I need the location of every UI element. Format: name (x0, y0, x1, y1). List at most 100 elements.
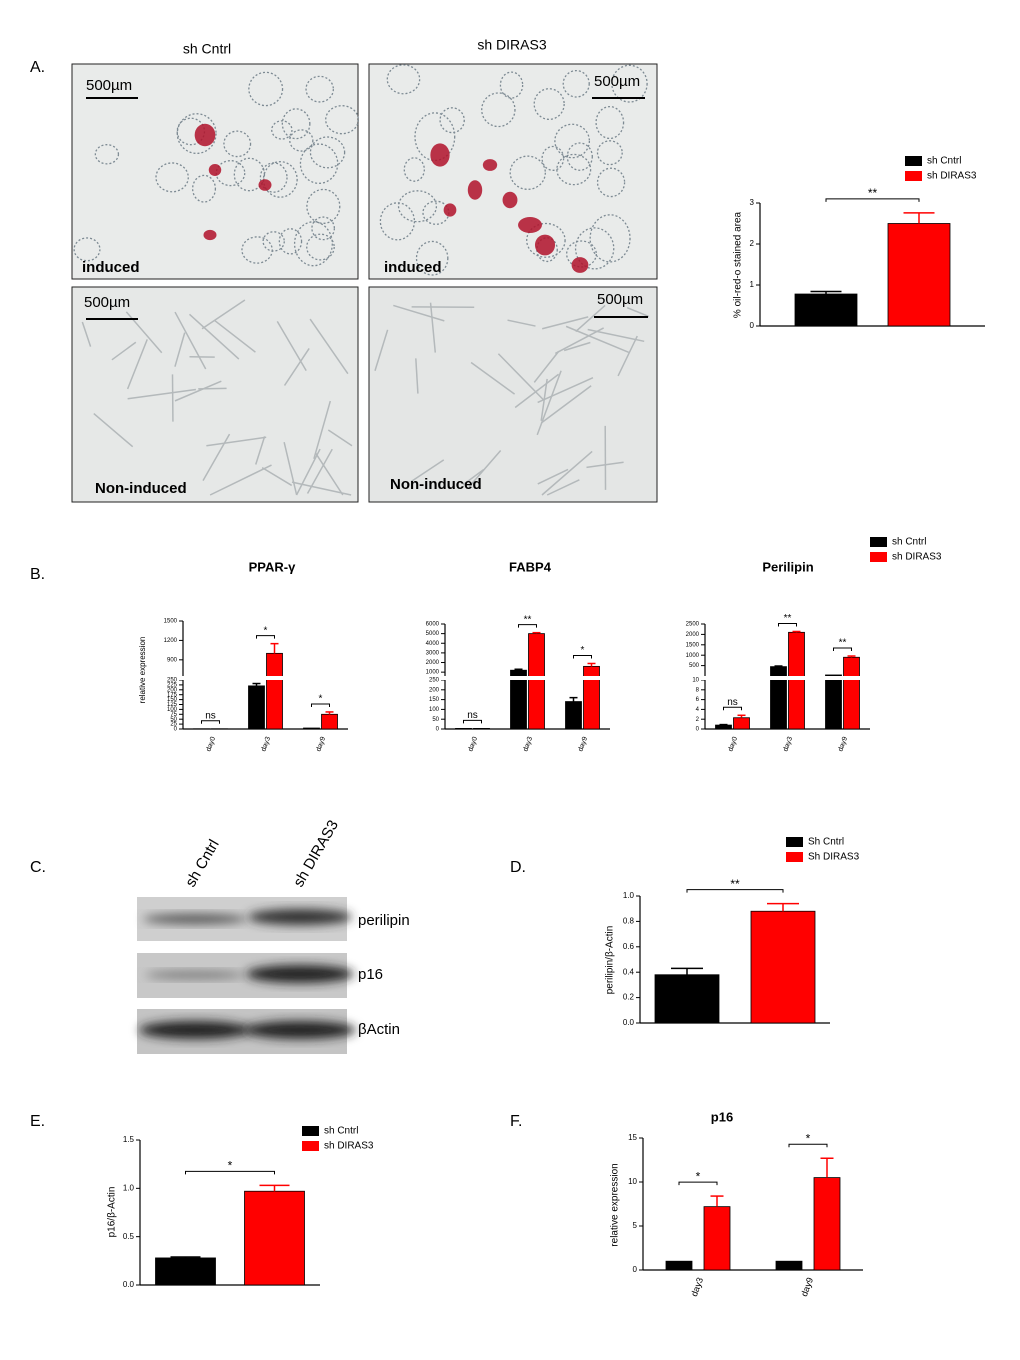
y-tick-label: 1500 (164, 619, 178, 625)
significance-label: ** (524, 614, 532, 625)
fibroblast (315, 452, 344, 496)
legend-label: sh Cntrl (927, 156, 961, 167)
cell (94, 144, 120, 165)
bar (825, 674, 842, 730)
y-axis-label: relative expression (138, 637, 147, 704)
y-tick-label: 3000 (426, 650, 440, 656)
fibroblast (514, 373, 560, 409)
cell (403, 157, 425, 182)
micrograph (71, 286, 359, 503)
column-caption: sh Cntrl (183, 41, 231, 57)
cell (414, 112, 456, 162)
cell (271, 120, 293, 140)
fibroblast (202, 433, 231, 481)
fibroblast (410, 459, 445, 483)
cell (289, 129, 314, 152)
y-tick-label: 500 (689, 663, 700, 669)
significance-bracket (833, 647, 852, 652)
y-axis-label: p16/β-Actin (107, 1187, 118, 1238)
bar (788, 631, 805, 730)
error-bar (259, 1184, 290, 1192)
bar (794, 293, 858, 327)
cell (241, 236, 273, 264)
y-tick-label: 4000 (426, 641, 440, 647)
cell (595, 105, 625, 140)
error-bar (325, 711, 334, 715)
y-tick-label: 2000 (686, 632, 700, 638)
chart-title: PPAR-γ (249, 559, 296, 574)
cell (306, 233, 335, 261)
y-tick-label: 1200 (164, 638, 178, 644)
bar (715, 724, 732, 730)
y-tick-label: 2 (696, 717, 700, 723)
y-tick-label: 250 (429, 678, 440, 684)
fibroblast (313, 400, 332, 459)
axis-break (440, 676, 610, 680)
bar (455, 728, 472, 730)
significance-label: ns (467, 710, 478, 721)
y-tick-label: 15 (628, 1133, 637, 1142)
legend-label: Sh DIRAS3 (808, 852, 860, 863)
cell (299, 143, 339, 184)
significance-bracket (573, 654, 592, 659)
y-tick-label: 225 (167, 682, 178, 688)
cell (325, 105, 360, 135)
legend-swatch (905, 171, 922, 181)
significance-bracket (311, 703, 330, 707)
bar (473, 728, 490, 730)
cell (397, 190, 438, 223)
lipid-droplet (203, 229, 217, 241)
y-tick-label: 1000 (426, 670, 440, 676)
fibroblast (415, 358, 419, 394)
significance-label: ** (730, 877, 740, 891)
error-bar (792, 630, 801, 633)
legend-swatch (870, 537, 887, 547)
significance-bracket (686, 889, 784, 893)
fibroblast (507, 319, 536, 327)
fibroblast (209, 464, 272, 496)
fibroblast (255, 436, 266, 465)
y-tick-label: 6 (696, 697, 700, 703)
bar (775, 1260, 803, 1271)
panel-label: B. (30, 566, 45, 583)
fibroblast (497, 353, 545, 401)
y-tick-label: 2000 (426, 660, 440, 666)
cell (526, 222, 566, 258)
cell (533, 88, 565, 121)
chart-title: Perilipin (762, 559, 813, 574)
legend-label: sh Cntrl (324, 1126, 358, 1137)
bar (155, 1257, 216, 1286)
x-tick-label: day3 (782, 736, 794, 753)
y-tick-label: 6000 (426, 622, 440, 628)
scale-label: 500µm (86, 77, 132, 94)
bar (565, 701, 582, 730)
western-blot (137, 897, 356, 1054)
error-bar (587, 662, 596, 667)
bar (244, 1190, 305, 1286)
y-tick-label: 100 (429, 707, 440, 713)
band (248, 909, 352, 925)
lipid-droplet (534, 234, 556, 256)
significance-bracket (723, 706, 742, 711)
cell (305, 75, 335, 103)
y-tick-label: 0 (750, 321, 755, 330)
band (145, 971, 245, 979)
bar (321, 713, 338, 730)
y-tick-label: 150 (429, 697, 440, 703)
y-tick-label: 10 (692, 678, 699, 684)
fibroblast (540, 385, 592, 424)
panel-label: E. (30, 1113, 45, 1130)
cell (262, 161, 298, 198)
band-label: perilipin (358, 912, 410, 929)
fibroblast (540, 378, 548, 422)
significance-label: * (264, 625, 268, 636)
y-tick-label: 1000 (686, 653, 700, 659)
y-axis-label: relative expression (610, 1163, 621, 1246)
legend-swatch (786, 852, 803, 862)
fibroblast (575, 304, 606, 333)
y-tick-label: 1 (750, 280, 755, 289)
cell (611, 64, 648, 103)
y-tick-label: 0 (436, 727, 440, 733)
significance-label: * (806, 1131, 811, 1145)
